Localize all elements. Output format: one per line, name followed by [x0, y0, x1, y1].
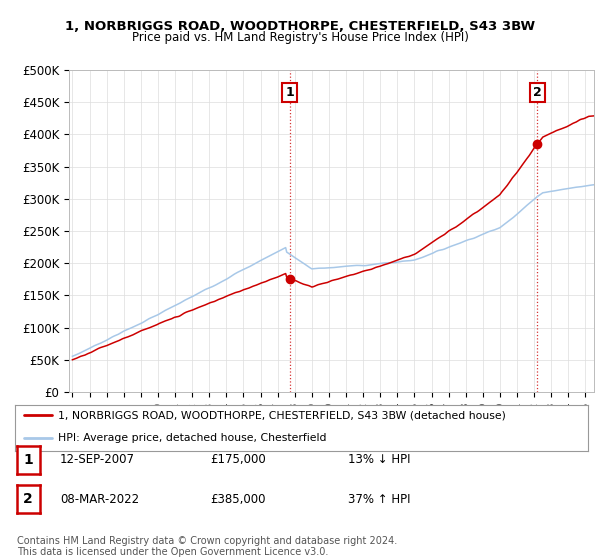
Text: £175,000: £175,000	[210, 454, 266, 466]
Text: 1: 1	[23, 453, 33, 467]
Text: HPI: Average price, detached house, Chesterfield: HPI: Average price, detached house, Ches…	[58, 433, 326, 444]
Text: 37% ↑ HPI: 37% ↑ HPI	[348, 493, 410, 506]
Text: 13% ↓ HPI: 13% ↓ HPI	[348, 454, 410, 466]
Text: 08-MAR-2022: 08-MAR-2022	[60, 493, 139, 506]
Text: 1, NORBRIGGS ROAD, WOODTHORPE, CHESTERFIELD, S43 3BW: 1, NORBRIGGS ROAD, WOODTHORPE, CHESTERFI…	[65, 20, 535, 32]
Text: Contains HM Land Registry data © Crown copyright and database right 2024.
This d: Contains HM Land Registry data © Crown c…	[17, 535, 397, 557]
Text: 12-SEP-2007: 12-SEP-2007	[60, 454, 135, 466]
Text: 2: 2	[23, 492, 33, 506]
Text: £385,000: £385,000	[210, 493, 265, 506]
Text: 2: 2	[533, 86, 542, 99]
Text: Price paid vs. HM Land Registry's House Price Index (HPI): Price paid vs. HM Land Registry's House …	[131, 31, 469, 44]
Text: 1, NORBRIGGS ROAD, WOODTHORPE, CHESTERFIELD, S43 3BW (detached house): 1, NORBRIGGS ROAD, WOODTHORPE, CHESTERFI…	[58, 410, 506, 421]
Text: 1: 1	[285, 86, 294, 99]
